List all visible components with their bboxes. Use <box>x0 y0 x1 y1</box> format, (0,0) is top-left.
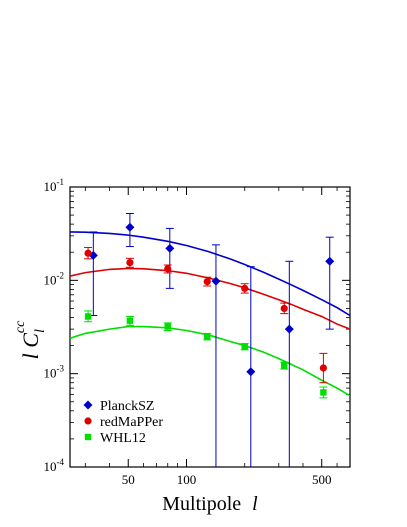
y-axis-label-sub: l <box>33 329 48 333</box>
legend-marker-redmapper <box>84 417 92 425</box>
x-tick-label: 500 <box>312 472 332 487</box>
point-redmapper <box>164 265 172 273</box>
point-plancksz <box>211 276 221 286</box>
y-tick-label: 10-2 <box>44 270 65 287</box>
point-whl12 <box>204 333 211 340</box>
x-axis-label: Multipole l <box>162 493 258 515</box>
legend-label-whl12: WHL12 <box>100 431 146 446</box>
legend-label-redmapper: redMaPPer <box>100 415 163 430</box>
point-whl12 <box>320 389 327 396</box>
point-plancksz <box>284 324 294 334</box>
point-plancksz <box>246 367 256 377</box>
point-plancksz <box>165 243 175 253</box>
point-whl12 <box>84 313 92 320</box>
legend-label-plancksz: PlanckSZ <box>100 399 154 414</box>
point-redmapper <box>280 304 288 313</box>
x-axis-label-text: Multipole <box>162 493 241 515</box>
curve-redmapper <box>70 267 350 330</box>
x-tick-label: 50 <box>122 472 135 487</box>
x-axis-label-symbol: l <box>252 493 258 515</box>
y-axis-label: l Cl cc <box>13 320 48 359</box>
model-curves <box>70 231 350 397</box>
y-axis-label-main: l C <box>18 333 43 360</box>
y-tick-label: 10-1 <box>44 177 65 194</box>
point-redmapper <box>203 277 211 286</box>
point-redmapper <box>84 249 92 257</box>
point-redmapper <box>241 284 249 292</box>
data-markers <box>84 222 335 396</box>
point-redmapper <box>319 364 327 372</box>
point-whl12 <box>126 317 134 324</box>
y-axis-label-sup: cc <box>13 320 28 333</box>
point-plancksz <box>125 222 135 232</box>
curve-plancksz <box>70 231 350 317</box>
x-tick-label: 100 <box>177 472 197 487</box>
point-whl12 <box>241 343 248 350</box>
legend-marker-whl12 <box>84 433 92 441</box>
curve-whl12 <box>70 325 350 397</box>
legend-marker-plancksz <box>83 400 93 410</box>
point-whl12 <box>164 323 171 330</box>
y-tick-label: 10-4 <box>44 457 65 474</box>
plot-area <box>69 186 351 468</box>
point-whl12 <box>281 362 288 369</box>
point-plancksz <box>325 256 335 266</box>
y-tick-label: 10-3 <box>44 364 65 381</box>
plot-frame <box>69 186 351 468</box>
axes: 10-4 10-3 10-2 10-1 50 100 500 <box>44 177 351 487</box>
point-redmapper <box>126 258 134 267</box>
